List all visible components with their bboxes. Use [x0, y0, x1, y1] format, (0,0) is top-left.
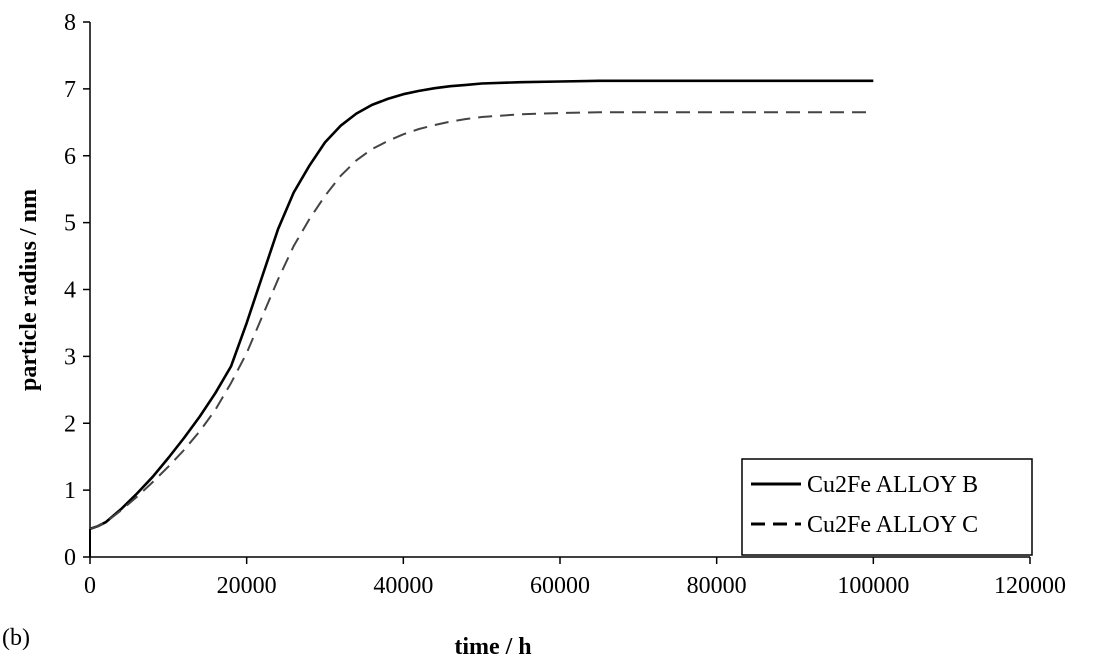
legend-box	[741, 458, 1033, 556]
y-tick-label: 6	[64, 144, 76, 170]
x-tick-label: 0	[84, 573, 96, 599]
legend-label-series-c: Cu2Fe ALLOY C	[807, 512, 978, 538]
y-tick-label: 1	[64, 478, 76, 504]
tick-labels: 0 1 2 3 4 5 6 7 8 0 20000 40000 60000 80000 100000 1200…	[64, 10, 1066, 599]
series-line-alloy-b	[89, 79, 874, 531]
series-line-alloy-c	[89, 111, 874, 530]
legend-label-series-b: Cu2Fe ALLOY B	[807, 472, 978, 498]
x-tick-label: 100000	[837, 573, 909, 599]
y-tick-label: 7	[64, 77, 76, 103]
x-tick-label: 40000	[373, 573, 433, 599]
x-tick-label: 120000	[994, 573, 1066, 599]
panel-label: (b)	[2, 625, 30, 651]
y-tick-label: 4	[64, 278, 76, 304]
x-tick-label: 80000	[687, 573, 747, 599]
y-tick-label: 8	[64, 10, 76, 36]
axes	[83, 21, 1031, 564]
y-tick-label: 3	[64, 344, 76, 370]
x-tick-label: 60000	[530, 573, 590, 599]
y-axis-title: particle radius / nm	[16, 189, 42, 391]
y-tick-label: 5	[64, 211, 76, 237]
x-tick-label: 20000	[217, 573, 277, 599]
y-tick-label: 0	[64, 545, 76, 571]
y-tick-label: 2	[64, 411, 76, 437]
series-lines	[89, 79, 874, 557]
legend: Cu2Fe ALLOY B Cu2Fe ALLOY C	[741, 458, 1033, 556]
x-axis-title: time / h	[454, 634, 531, 660]
